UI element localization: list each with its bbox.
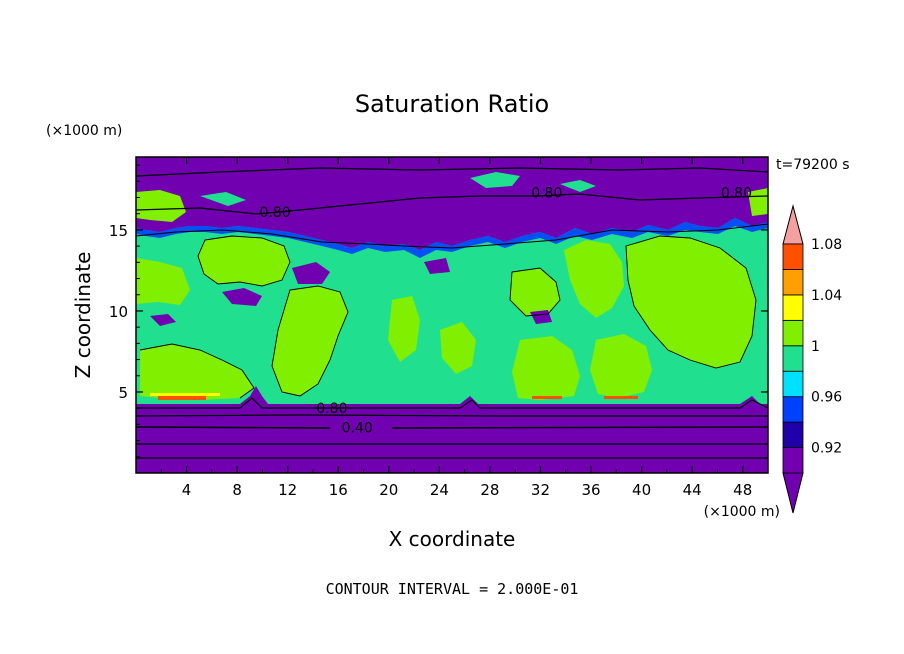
x-tick-label: 16 [329, 481, 348, 499]
warm-band-2 [532, 396, 562, 399]
contour-label: 0.80 [259, 205, 290, 221]
colorbar: 0.92 0.96 1 1.04 1.08 [782, 204, 842, 514]
colorbar-band [782, 370, 804, 398]
x-tick-label: 8 [232, 481, 242, 499]
upper-streak-2 [560, 180, 596, 192]
upper-streak-1 [470, 172, 520, 188]
green-patch-7 [512, 336, 580, 400]
x-unit-label: (×1000 m) [704, 504, 780, 520]
green-patch-13 [748, 188, 768, 216]
saturation-field [136, 157, 768, 473]
green-patch-1 [198, 236, 290, 286]
x-tick-label: 24 [430, 481, 449, 499]
colorbar-band [782, 421, 804, 448]
x-axis-label: X coordinate [389, 527, 516, 551]
contour-label: 0.80 [531, 186, 562, 202]
x-tick-label: 44 [683, 481, 702, 499]
contour-interval-footer: CONTOUR INTERVAL = 2.000E-01 [326, 580, 579, 598]
dry-pocket-4 [150, 314, 176, 326]
chart-title: Saturation Ratio [355, 90, 549, 118]
green-patch-11 [440, 322, 476, 374]
colorbar-band [782, 345, 804, 372]
x-tick-label: 48 [733, 481, 752, 499]
yellow-band [150, 393, 220, 396]
x-tick-label: 36 [581, 481, 600, 499]
dry-pocket-3 [530, 310, 552, 324]
green-patch-6 [510, 268, 560, 316]
x-tick-label: 32 [531, 481, 550, 499]
contour-line-upper-3 [136, 223, 768, 249]
contour-outline-5 [139, 343, 255, 399]
colorbar-label: 1 [811, 339, 820, 355]
upper-dry-layer [136, 157, 768, 250]
colorbar-band [782, 294, 804, 321]
colorbar-bottom-arrow [782, 472, 804, 514]
colorbar-label: 0.96 [811, 390, 842, 406]
y-tick-label: 5 [118, 384, 128, 402]
colorbar-band [782, 319, 804, 347]
green-patch-9 [626, 236, 756, 368]
warm-band-1 [158, 396, 206, 400]
x-tick-label: 20 [379, 481, 398, 499]
contour-label: 0.80 [316, 401, 347, 417]
dry-pocket-2 [292, 262, 330, 284]
colorbar-band [782, 447, 804, 474]
x-tick-label: 40 [632, 481, 651, 499]
time-label: t=79200 s [776, 157, 850, 173]
contour-outline-4 [509, 267, 561, 317]
green-patch-12 [136, 190, 186, 222]
contour-labels: 0.80 0.40 0.80 0.80 0.80 [259, 186, 752, 437]
contour-line-040 [136, 426, 768, 429]
green-patch-2 [136, 258, 190, 305]
y-axis-label: Z coordinate [71, 252, 95, 379]
contour-outline-2 [625, 235, 757, 369]
colorbar-top-arrow [782, 204, 804, 245]
x-tick-label: 12 [278, 481, 297, 499]
x-tick-label: 4 [182, 481, 192, 499]
dry-pocket-1 [222, 288, 262, 306]
contour-line-upper-1 [136, 167, 768, 177]
colorbar-band [782, 269, 804, 296]
x-axis-ticks: 4 8 12 16 20 24 28 32 36 40 44 48 [160, 157, 752, 499]
y-tick-label: 15 [109, 222, 128, 240]
colorbar-label: 0.92 [811, 441, 842, 457]
y-unit-label: (×1000 m) [46, 123, 122, 139]
contour-label: 0.80 [721, 186, 752, 202]
contour-line-060 [136, 414, 768, 417]
green-patch-10 [590, 334, 652, 398]
x-tick-label: 28 [480, 481, 499, 499]
dry-pocket-5 [424, 258, 450, 274]
contour-line-080 [136, 397, 768, 409]
y-tick-label: 10 [109, 303, 128, 321]
colorbar-label: 1.04 [811, 288, 842, 304]
contour-line-upper-2 [136, 193, 768, 215]
plot-frame [135, 156, 769, 474]
green-patch-5 [388, 296, 420, 362]
contour-outline-3 [271, 285, 349, 397]
green-patch-4 [272, 286, 348, 396]
green-patch-8 [564, 240, 624, 318]
colorbar-band [782, 396, 804, 423]
contour-outline-1 [197, 235, 291, 287]
colorbar-band [782, 243, 804, 270]
colorbar-label: 1.08 [811, 237, 842, 253]
green-patch-3 [140, 344, 254, 400]
warm-band-3 [604, 396, 638, 399]
contour-label: 0.40 [342, 421, 373, 437]
upper-streak-3 [200, 192, 246, 206]
upper-fringe [136, 218, 768, 258]
y-axis-ticks: 5 10 15 [109, 164, 768, 458]
